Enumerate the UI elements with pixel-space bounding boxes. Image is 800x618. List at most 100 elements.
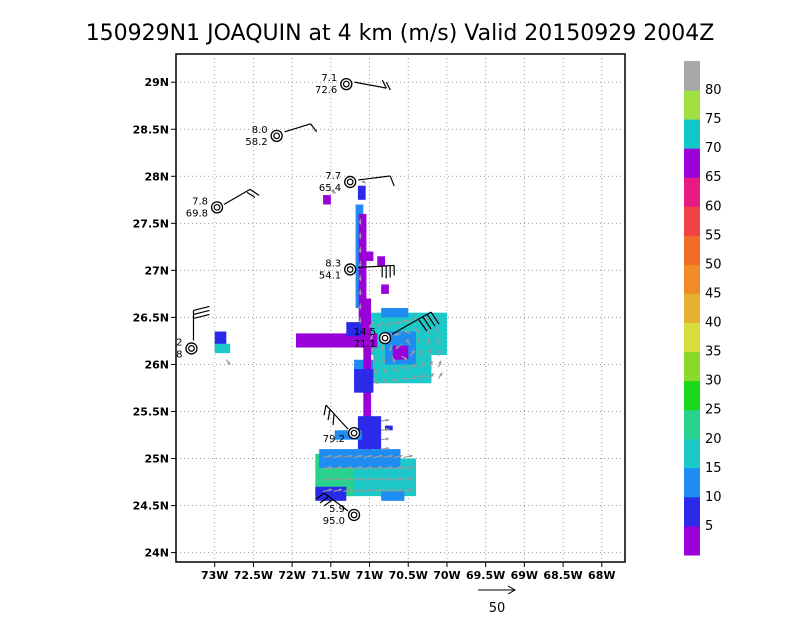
wind-barb-shaft bbox=[284, 123, 311, 133]
wind-vector-21 bbox=[395, 344, 402, 350]
wind-vector-3 bbox=[371, 344, 375, 352]
wind-vector-18 bbox=[401, 377, 409, 381]
wind-barb-flag bbox=[418, 319, 428, 332]
colorbar-swatch-10 bbox=[684, 235, 700, 265]
wind-vector-65 bbox=[363, 477, 373, 481]
wind-vector-61 bbox=[353, 477, 363, 481]
wind-vector-93 bbox=[358, 246, 362, 253]
y-tick-label-2: 25N bbox=[144, 453, 169, 466]
colorbar-label-10: 55 bbox=[705, 228, 722, 243]
station-marker-inner bbox=[350, 511, 358, 519]
colorbar-swatch-2 bbox=[684, 467, 700, 498]
x-tick-label-1: 72.5W bbox=[234, 569, 273, 582]
colorbar-label-0: 5 bbox=[705, 519, 713, 534]
plot-frame bbox=[175, 53, 626, 563]
field-cell-12 bbox=[346, 322, 362, 337]
wind-vector-20 bbox=[400, 355, 408, 361]
wind-vector-19 bbox=[401, 366, 409, 370]
colorbar-label-11: 60 bbox=[705, 199, 722, 214]
wind-vector-51 bbox=[322, 454, 333, 459]
wind-vector-8 bbox=[382, 355, 386, 363]
station-pressure-label: 95.0 bbox=[323, 516, 345, 527]
x-tick-label-4: 71W bbox=[356, 569, 383, 582]
wind-vector-1 bbox=[372, 367, 378, 374]
y-tick-label-0: 24N bbox=[144, 547, 169, 560]
colorbar-swatch-16 bbox=[684, 61, 700, 91]
station-3: 7.869.8 bbox=[186, 188, 260, 219]
station-2: 7.765.4 bbox=[319, 171, 395, 194]
station-pressure-label: 72.6 bbox=[315, 85, 337, 96]
colorbar-label-13: 70 bbox=[705, 141, 722, 156]
y-tick-label-5: 26.5N bbox=[133, 311, 169, 324]
wind-vector-39 bbox=[426, 337, 430, 345]
station-pressure-label: 69.8 bbox=[186, 208, 208, 219]
x-tick-label-0: 73W bbox=[201, 569, 228, 582]
wind-barb-shaft bbox=[391, 311, 432, 335]
station-wind-label: 2 bbox=[176, 337, 182, 348]
wind-vector-95 bbox=[358, 218, 362, 225]
colorbar-swatch-15 bbox=[684, 90, 700, 120]
wind-vector-26 bbox=[410, 349, 416, 357]
y-tick-label-3: 25.5N bbox=[133, 405, 169, 418]
field-cell-21 bbox=[385, 425, 393, 431]
y-tick-label-4: 26N bbox=[144, 358, 169, 371]
wind-vector-56 bbox=[343, 488, 353, 493]
colorbar-swatch-11 bbox=[684, 206, 700, 236]
wind-barb-flag bbox=[193, 309, 210, 316]
station-marker-outer bbox=[344, 263, 357, 276]
wind-vector-46 bbox=[435, 326, 439, 334]
wind-vector-74 bbox=[383, 465, 393, 470]
field-cell-9 bbox=[357, 185, 366, 200]
field-cell-25 bbox=[377, 256, 386, 266]
wind-barb-flag bbox=[315, 492, 325, 500]
colorbar-swatch-12 bbox=[684, 177, 700, 207]
field-cell-24 bbox=[381, 308, 409, 318]
station-wind-label: 8.3 bbox=[325, 258, 341, 269]
wind-vector-45 bbox=[436, 337, 440, 345]
field-cell-26 bbox=[381, 284, 389, 294]
colorbar-swatch-9 bbox=[684, 264, 700, 294]
x-tick-label-2: 72W bbox=[278, 569, 305, 582]
station-pressure-label: 54.1 bbox=[319, 270, 341, 281]
station-pressure-label: 79.2 bbox=[323, 434, 345, 445]
wind-barb-flag bbox=[323, 499, 333, 507]
reference-vector-label: 50 bbox=[489, 601, 506, 616]
wind-barb-shaft bbox=[358, 175, 391, 181]
axis-ticks: 73W 72.5W 72W 71.5W 71W 70.5W 70W 69.5W 69W 68.5W… bbox=[133, 76, 616, 582]
wind-vector-50 bbox=[322, 465, 333, 470]
station-4: 8.354.1 bbox=[319, 258, 395, 281]
wind-vector-82 bbox=[403, 465, 413, 470]
station-pressure-label: 8 bbox=[176, 349, 182, 360]
wind-vector-67 bbox=[363, 454, 373, 459]
wind-vector-75 bbox=[383, 454, 393, 459]
field-cell-8 bbox=[365, 251, 374, 261]
station-pressure-label: 65.4 bbox=[319, 183, 341, 194]
wind-vector-71 bbox=[373, 454, 383, 459]
wind-vector-79 bbox=[393, 454, 403, 459]
wind-barb-flag bbox=[332, 413, 335, 426]
wind-vector-48 bbox=[322, 488, 333, 493]
colorbar-swatch-5 bbox=[684, 380, 700, 411]
reference-vector: 50 bbox=[478, 585, 517, 616]
wind-vector-9 bbox=[380, 344, 384, 352]
wind-barb-flag bbox=[246, 191, 256, 198]
wind-barb-flag bbox=[249, 188, 260, 196]
wind-vector-80 bbox=[403, 488, 413, 493]
wind-vector-72 bbox=[383, 488, 393, 493]
wind-vector-31 bbox=[419, 361, 425, 368]
field-cell-13 bbox=[354, 369, 374, 393]
wind-vector-49 bbox=[322, 477, 333, 481]
colorbar-label-15: 80 bbox=[705, 83, 722, 98]
wind-vector-57 bbox=[343, 477, 353, 481]
wind-vectors bbox=[225, 180, 443, 493]
wind-vector-7 bbox=[382, 366, 388, 374]
wind-vector-59 bbox=[343, 454, 353, 459]
field-cell-11 bbox=[295, 333, 378, 348]
wind-vector-24 bbox=[410, 375, 418, 380]
station-marker-outer bbox=[185, 342, 198, 355]
wind-barb-flag bbox=[193, 313, 210, 320]
colorbar-swatch-8 bbox=[684, 293, 700, 324]
wind-barb-flag bbox=[381, 79, 387, 89]
wind-vector-83 bbox=[403, 454, 413, 459]
colorbar: 5 10 15 20 25 30 35 40 45 50 55 60 65 70 75 80 bbox=[684, 61, 722, 556]
